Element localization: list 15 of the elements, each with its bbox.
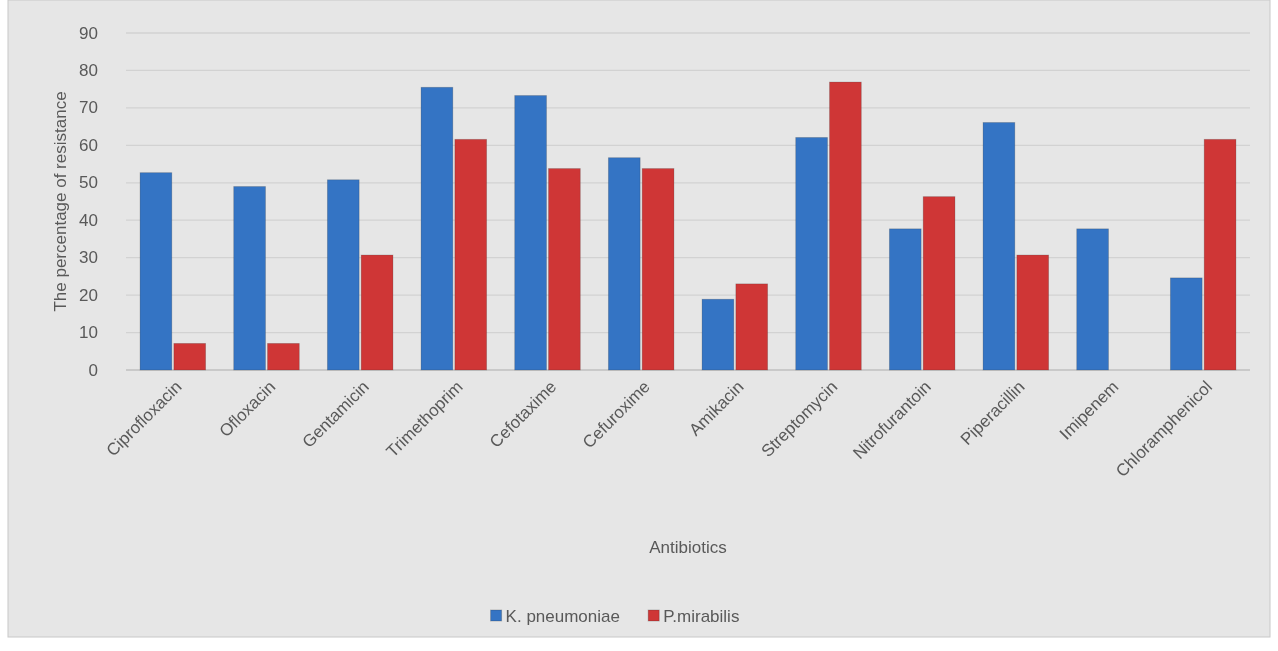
y-tick-label: 70 bbox=[79, 98, 98, 118]
y-tick-label: 60 bbox=[79, 135, 98, 155]
y-tick-label: 50 bbox=[79, 173, 98, 193]
bar bbox=[1076, 228, 1109, 371]
y-tick-label: 80 bbox=[79, 60, 98, 80]
y-tick-label: 20 bbox=[79, 285, 98, 305]
legend-label: K. pneumoniae bbox=[505, 606, 620, 626]
y-tick-label: 10 bbox=[79, 323, 98, 343]
x-axis-title: Antibiotics bbox=[649, 537, 727, 557]
legend-label: P.mirabilis bbox=[663, 606, 740, 626]
y-axis-title: The percentage of resistance bbox=[50, 91, 70, 312]
y-tick-label: 90 bbox=[79, 23, 98, 43]
y-tick-label: 40 bbox=[79, 210, 98, 230]
y-tick-label: 0 bbox=[88, 360, 98, 380]
y-tick-label: 30 bbox=[79, 248, 98, 268]
